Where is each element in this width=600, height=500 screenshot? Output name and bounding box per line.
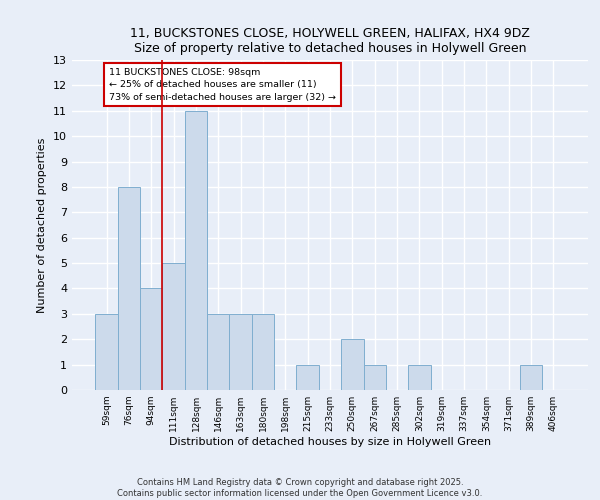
- Bar: [341, 339, 364, 390]
- Bar: [207, 314, 229, 390]
- Bar: [364, 364, 386, 390]
- Bar: [163, 263, 185, 390]
- Bar: [252, 314, 274, 390]
- X-axis label: Distribution of detached houses by size in Holywell Green: Distribution of detached houses by size …: [169, 437, 491, 447]
- Bar: [520, 364, 542, 390]
- Bar: [140, 288, 163, 390]
- Bar: [95, 314, 118, 390]
- Bar: [408, 364, 431, 390]
- Text: Contains HM Land Registry data © Crown copyright and database right 2025.
Contai: Contains HM Land Registry data © Crown c…: [118, 478, 482, 498]
- Bar: [229, 314, 252, 390]
- Text: 11 BUCKSTONES CLOSE: 98sqm
← 25% of detached houses are smaller (11)
73% of semi: 11 BUCKSTONES CLOSE: 98sqm ← 25% of deta…: [109, 68, 336, 102]
- Title: 11, BUCKSTONES CLOSE, HOLYWELL GREEN, HALIFAX, HX4 9DZ
Size of property relative: 11, BUCKSTONES CLOSE, HOLYWELL GREEN, HA…: [130, 26, 530, 54]
- Bar: [118, 187, 140, 390]
- Bar: [296, 364, 319, 390]
- Bar: [185, 111, 207, 390]
- Y-axis label: Number of detached properties: Number of detached properties: [37, 138, 47, 312]
